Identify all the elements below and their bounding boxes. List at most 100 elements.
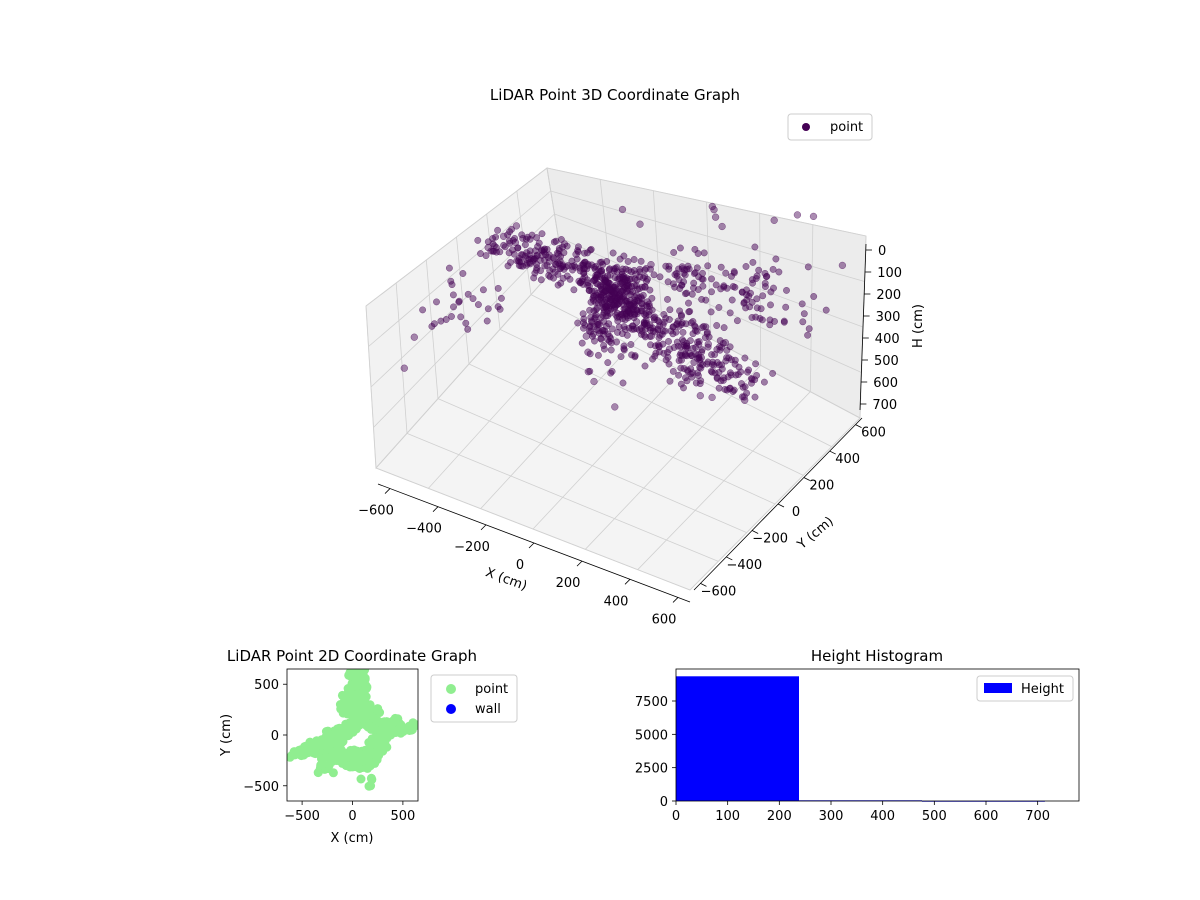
z-tick-label-3d: 0	[878, 244, 886, 259]
lidar-point-3d	[783, 286, 790, 294]
histogram-y-tick-label: 5000	[635, 728, 668, 743]
lidar-point-3d	[580, 265, 588, 273]
legend-3d: point	[787, 113, 873, 141]
grid-line-left-h	[375, 259, 563, 469]
lidar-point-3d	[586, 306, 594, 314]
lidar-point-3d	[631, 352, 639, 360]
lidar-point-3d	[589, 332, 596, 340]
lidar-point-3d	[602, 322, 610, 330]
lidar-point-2d	[382, 742, 392, 752]
lidar-point-3d	[659, 321, 667, 329]
lidar-point-3d	[769, 265, 777, 273]
lidar-point-3d	[610, 265, 618, 273]
lidar-point-2d	[411, 720, 418, 730]
legend-3d-frame	[787, 113, 873, 141]
chart-3d-title: LiDAR Point 3D Coordinate Graph	[490, 86, 740, 104]
z-axis-line-3d	[859, 243, 867, 411]
z-tick-label-3d: 200	[876, 288, 901, 303]
lidar-point-3d	[699, 275, 707, 283]
lidar-point-2d	[347, 762, 356, 771]
lidar-point-3d	[656, 273, 664, 281]
lidar-point-3d	[687, 319, 695, 327]
scatter-3d-chart: LiDAR Point 3D Coordinate Graph −600 −400…	[358, 86, 926, 627]
lidar-point-3d	[711, 369, 719, 377]
lidar-point-3d	[722, 269, 730, 277]
lidar-point-3d	[613, 294, 622, 302]
lidar-point-3d	[780, 317, 788, 325]
lidar-point-3d	[619, 379, 627, 387]
lidar-point-3d	[715, 304, 723, 311]
lidar-point-2d	[366, 781, 376, 791]
lidar-point-3d	[584, 348, 592, 356]
lidar-point-3d	[637, 257, 645, 265]
lidar-point-3d	[607, 346, 615, 354]
lidar-point-2d	[317, 754, 327, 764]
lidar-point-3d	[578, 261, 586, 269]
lidar-point-3d	[519, 234, 527, 242]
lidar-point-3d	[579, 310, 587, 318]
x-tick-label-3d: 400	[604, 594, 629, 609]
lidar-point-3d	[433, 298, 440, 306]
lidar-point-3d	[707, 308, 715, 316]
histogram-x-tick-label: 300	[819, 809, 844, 824]
lidar-point-3d	[651, 352, 659, 360]
y-tick-mark-3d	[829, 450, 836, 455]
lidar-point-3d	[694, 286, 702, 294]
lidar-point-3d	[775, 268, 783, 276]
lidar-point-3d	[713, 375, 721, 382]
lidar-point-3d	[635, 326, 644, 334]
x-axis-label-2d: X (cm)	[331, 831, 374, 846]
lidar-point-3d	[500, 241, 508, 249]
y-ticks-2d: −500 0 500	[243, 678, 287, 795]
lidar-point-3d	[580, 269, 588, 277]
lidar-point-3d	[597, 293, 605, 301]
lidar-point-3d	[584, 368, 592, 376]
lidar-point-3d	[692, 350, 700, 358]
lidar-point-3d	[683, 366, 691, 374]
height-histogram-chart: Height Histogram 0 100 200 300 400 500 600 700 …	[635, 647, 1080, 824]
lidar-point-3d	[674, 342, 682, 350]
x-tick-label-2d: 0	[348, 809, 356, 824]
lidar-point-3d	[620, 346, 628, 354]
x-tick-label-3d: −400	[406, 522, 442, 537]
lidar-point-2d	[332, 724, 342, 734]
lidar-point-3d	[664, 295, 671, 303]
lidar-point-3d	[731, 356, 739, 364]
lidar-point-3d	[636, 220, 644, 228]
lidar-point-3d	[729, 283, 737, 290]
lidar-point-3d	[755, 266, 763, 274]
lidar-point-3d	[669, 367, 677, 375]
lidar-point-2d	[313, 768, 323, 778]
lidar-point-3d	[523, 255, 531, 263]
lidar-point-3d	[666, 377, 674, 385]
lidar-point-3d	[700, 249, 708, 257]
lidar-point-3d	[809, 212, 818, 221]
lidar-point-3d	[618, 311, 626, 319]
lidar-point-3d	[511, 238, 520, 247]
lidar-point-3d	[662, 262, 670, 270]
lidar-point-3d	[804, 263, 812, 271]
lidar-point-3d	[448, 313, 455, 320]
lidar-point-3d	[457, 313, 465, 321]
lidar-point-3d	[599, 311, 607, 319]
z-tick-label-3d: 400	[875, 332, 900, 347]
lidar-point-3d	[608, 367, 616, 375]
lidar-point-3d	[725, 385, 734, 393]
lidar-point-3d	[718, 343, 725, 351]
y-tick-label-2d: −500	[243, 780, 279, 795]
grid-line-left-h	[373, 236, 559, 428]
lidar-point-3d	[614, 275, 622, 283]
lidar-point-3d	[694, 372, 702, 380]
lidar-point-3d	[494, 284, 502, 292]
grid-line-left-h	[365, 167, 548, 307]
lidar-point-3d	[723, 386, 731, 394]
lidar-point-3d	[573, 255, 581, 263]
lidar-point-3d	[459, 270, 467, 277]
histogram-y-tick-label: 2500	[635, 762, 668, 777]
histogram-title: Height Histogram	[811, 647, 943, 665]
histogram-legend: Height	[976, 675, 1074, 702]
lidar-point-3d	[507, 258, 514, 266]
lidar-point-3d	[464, 325, 472, 333]
lidar-point-3d	[599, 327, 606, 335]
lidar-point-2d	[362, 747, 372, 757]
